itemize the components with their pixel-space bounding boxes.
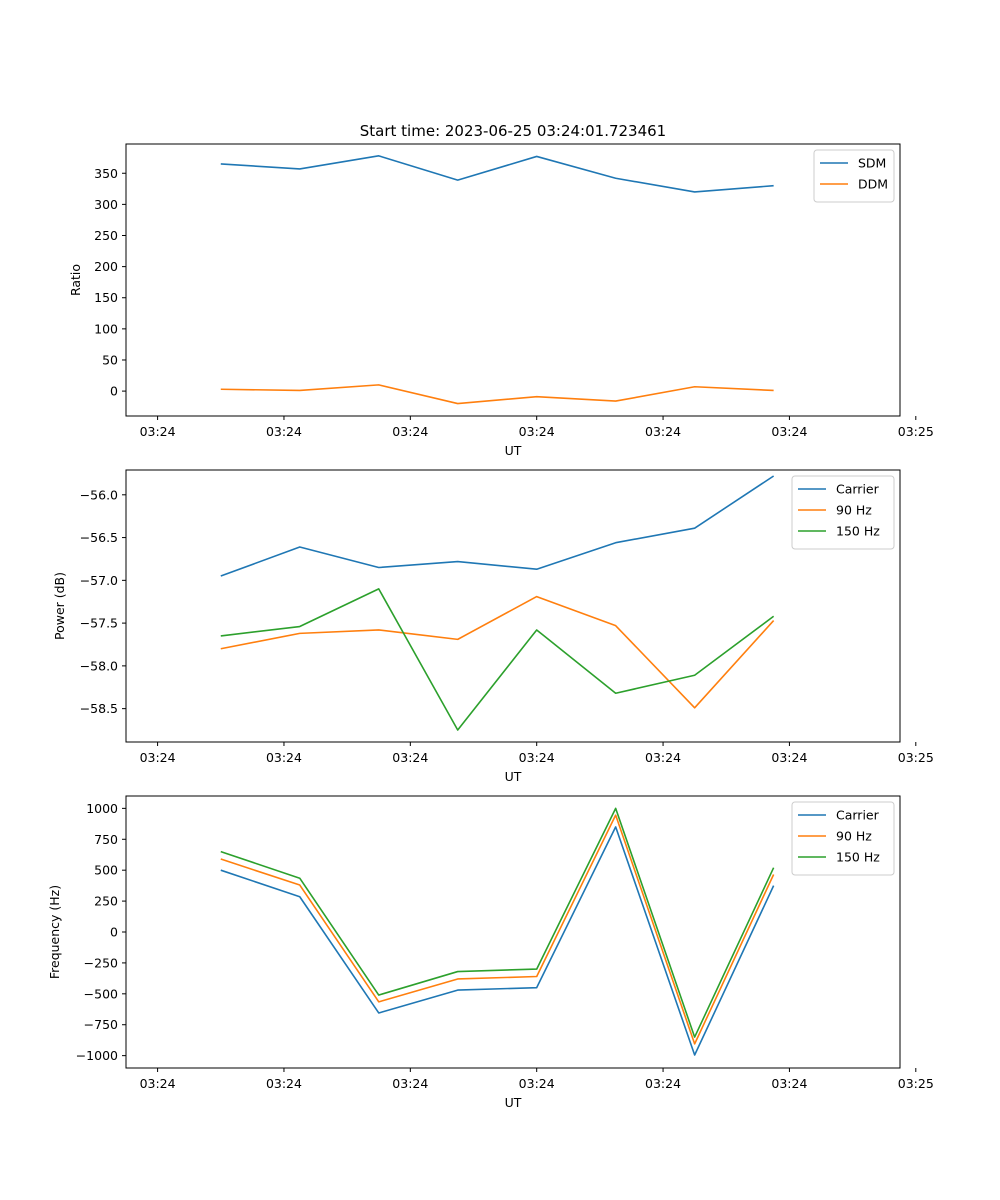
legend-label: SDM <box>858 156 886 171</box>
x-tick-label: 03:24 <box>519 424 555 439</box>
legend-label: 150 Hz <box>836 850 880 865</box>
legend: Carrier 90 Hz 150 Hz <box>791 475 895 550</box>
x-tick-label: 03:25 <box>898 1076 934 1091</box>
y-tick-label: −250 <box>84 955 118 970</box>
x-axis-label: UT <box>505 443 522 458</box>
chart-panel-3: 03:24 03:24 03:24 03:24 03:24 03:24 03:25 −1000… <box>47 795 934 1110</box>
y-tick-label: −58.0 <box>80 658 118 673</box>
y-tick-label: 750 <box>94 832 118 847</box>
x-tick-label: 03:24 <box>266 750 302 765</box>
series-line-ddm <box>220 384 774 405</box>
x-tick-label: 03:24 <box>392 1076 428 1091</box>
series-line-sdm <box>220 155 774 193</box>
x-tick-label: 03:24 <box>266 424 302 439</box>
x-tick-label: 03:24 <box>771 750 807 765</box>
y-tick-label: −57.5 <box>80 616 118 631</box>
legend-label: 150 Hz <box>836 524 880 539</box>
legend: Carrier 90 Hz 150 Hz <box>791 801 895 876</box>
series-line-carrier <box>220 826 775 1056</box>
y-tick-label: −500 <box>84 986 118 1001</box>
legend-label: 90 Hz <box>836 503 872 518</box>
y-tick-label: −56.0 <box>80 487 118 502</box>
y-tick-label: −57.0 <box>80 573 118 588</box>
x-axis-label: UT <box>505 1095 522 1110</box>
y-tick-label: 250 <box>94 228 118 243</box>
y-tick-label: −1000 <box>76 1048 118 1063</box>
y-tick-label: 100 <box>94 321 118 336</box>
y-axis-label: Frequency (Hz) <box>47 885 62 979</box>
y-tick-label: 150 <box>94 290 118 305</box>
x-tick-label: 03:24 <box>140 750 176 765</box>
x-tick-label: 03:24 <box>140 424 176 439</box>
x-tick-label: 03:24 <box>519 1076 555 1091</box>
x-tick-label: 03:24 <box>140 1076 176 1091</box>
y-tick-label: 200 <box>94 259 118 274</box>
x-tick-label: 03:24 <box>771 424 807 439</box>
series-line-150-hz <box>220 807 775 1038</box>
y-tick-label: 350 <box>94 166 118 181</box>
x-tick-label: 03:25 <box>898 424 934 439</box>
y-tick-label: 50 <box>102 352 118 367</box>
y-tick-label: 0 <box>110 384 118 399</box>
x-tick-label: 03:24 <box>645 424 681 439</box>
y-tick-label: 500 <box>94 863 118 878</box>
y-axis-label: Ratio <box>68 264 83 296</box>
y-tick-label: 250 <box>94 894 118 909</box>
x-axis-label: UT <box>505 769 522 784</box>
y-tick-label: −56.5 <box>80 530 118 545</box>
chart-panel-1: Start time: 2023-06-25 03:24:01.72346103… <box>68 122 934 458</box>
x-tick-label: 03:24 <box>645 750 681 765</box>
x-tick-label: 03:24 <box>771 1076 807 1091</box>
y-tick-label: 1000 <box>86 801 118 816</box>
x-tick-label: 03:24 <box>392 750 428 765</box>
legend: SDM DDM <box>813 149 895 203</box>
series-line-90-hz <box>220 814 775 1045</box>
legend-label: Carrier <box>836 808 880 823</box>
legend-label: DDM <box>858 177 888 192</box>
chart-title: Start time: 2023-06-25 03:24:01.723461 <box>360 122 666 140</box>
axes-frame <box>125 143 901 417</box>
y-tick-label: 300 <box>94 197 118 212</box>
legend-label: 90 Hz <box>836 829 872 844</box>
y-axis-label: Power (dB) <box>52 572 67 640</box>
y-tick-label: −750 <box>84 1017 118 1032</box>
legend-label: Carrier <box>836 482 880 497</box>
series-line-carrier <box>220 475 775 577</box>
axes-frame <box>125 469 901 743</box>
y-tick-label: −58.5 <box>80 701 118 716</box>
series-line-90-hz <box>220 595 775 709</box>
x-tick-label: 03:24 <box>392 424 428 439</box>
series-line-150-hz <box>220 588 775 731</box>
x-tick-label: 03:24 <box>266 1076 302 1091</box>
y-tick-label: 0 <box>110 925 118 940</box>
x-tick-label: 03:24 <box>645 1076 681 1091</box>
x-tick-label: 03:25 <box>898 750 934 765</box>
x-tick-label: 03:24 <box>519 750 555 765</box>
chart-panel-2: 03:24 03:24 03:24 03:24 03:24 03:24 03:25 −58.5… <box>52 469 934 784</box>
